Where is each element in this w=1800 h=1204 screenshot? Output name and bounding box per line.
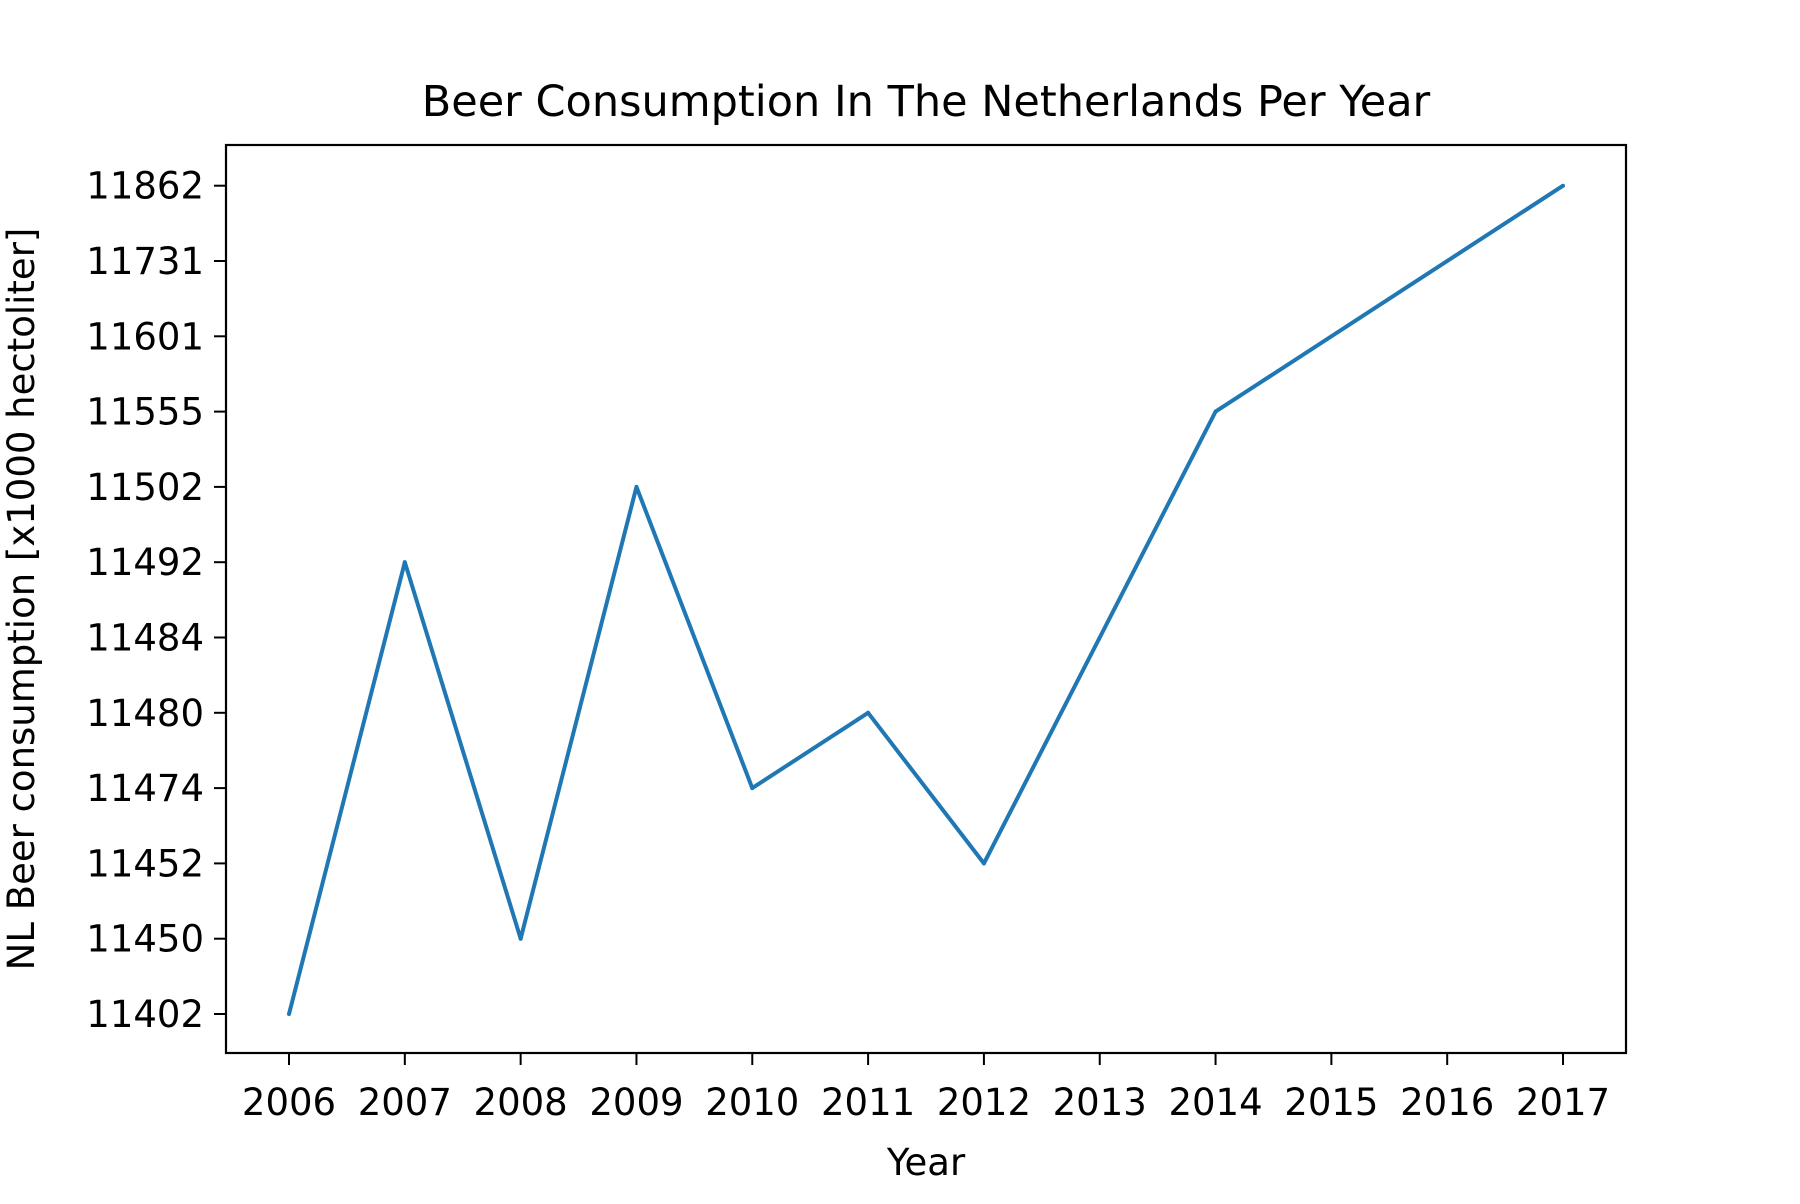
data-point <box>1561 183 1566 188</box>
data-point <box>1213 409 1218 414</box>
y-tick-label: 11484 <box>86 617 204 660</box>
y-axis-ticks: 11402 11450 11452 11474 11480 11484 11492 11502… <box>86 165 226 1036</box>
data-point <box>866 710 871 715</box>
data-point <box>750 786 755 791</box>
x-tick-label: 2008 <box>474 1081 568 1124</box>
x-tick-label: 2006 <box>242 1081 336 1124</box>
y-tick-label: 11402 <box>86 993 204 1036</box>
y-tick-label: 11450 <box>86 918 204 961</box>
plot-area-frame <box>224 143 1628 1055</box>
x-tick-label: 2017 <box>1516 1081 1610 1124</box>
chart-title: Beer Consumption In The Netherlands Per … <box>422 77 1431 127</box>
x-tick-label: 2010 <box>705 1081 799 1124</box>
data-point <box>981 861 986 866</box>
y-tick-label: 11480 <box>86 692 204 735</box>
x-tick-label: 2012 <box>937 1081 1031 1124</box>
y-tick-label: 11731 <box>86 240 204 283</box>
x-tick-label: 2009 <box>589 1081 683 1124</box>
y-axis-label: NL Beer consumption [x1000 hectoliter] <box>0 228 43 971</box>
y-tick-label: 11601 <box>86 315 204 358</box>
data-point <box>518 936 523 941</box>
x-tick-label: 2007 <box>358 1081 452 1124</box>
x-axis-ticks: 2006 2007 2008 2009 2010 2011 2012 2013 2014 2015… <box>242 1053 1610 1124</box>
x-tick-label: 2013 <box>1053 1081 1147 1124</box>
series-layer <box>287 183 1566 1016</box>
y-tick-label: 11555 <box>86 391 204 434</box>
x-tick-label: 2015 <box>1284 1081 1378 1124</box>
data-point <box>402 560 407 565</box>
y-tick-label: 11502 <box>86 466 204 509</box>
x-tick-label: 2014 <box>1168 1081 1262 1124</box>
x-tick-label: 2016 <box>1400 1081 1494 1124</box>
y-tick-label: 11474 <box>86 767 204 810</box>
x-tick-label: 2011 <box>821 1081 915 1124</box>
x-axis-label: Year <box>886 1141 966 1184</box>
y-tick-label: 11452 <box>86 842 204 885</box>
y-tick-label: 11492 <box>86 541 204 584</box>
data-point <box>634 484 639 489</box>
data-point <box>287 1012 291 1016</box>
y-tick-label: 11862 <box>86 165 204 208</box>
